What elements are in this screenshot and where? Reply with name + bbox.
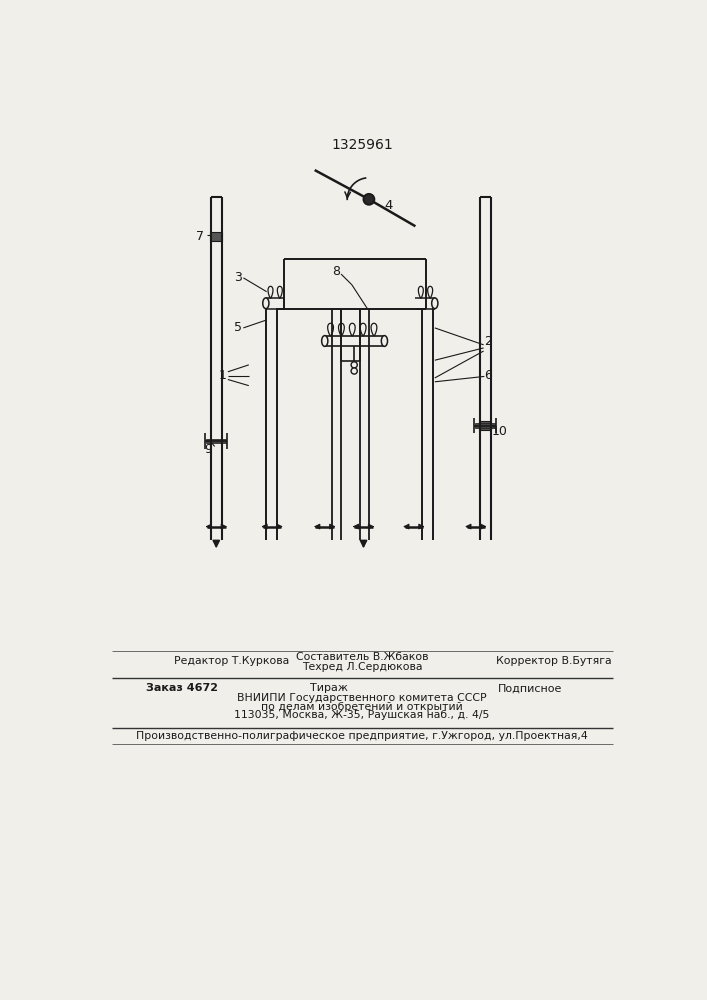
Circle shape: [363, 194, 374, 205]
Text: 5: 5: [234, 321, 242, 334]
Text: Производственно-полиграфическое предприятие, г.Ужгород, ул.Проектная,4: Производственно-полиграфическое предприя…: [136, 731, 588, 741]
Ellipse shape: [322, 336, 328, 346]
Text: Корректор В.Бутяга: Корректор В.Бутяга: [496, 656, 611, 666]
Text: 1325961: 1325961: [331, 138, 393, 152]
Text: Техред Л.Сердюкова: Техред Л.Сердюкова: [302, 662, 422, 672]
Circle shape: [351, 368, 357, 374]
Text: 8: 8: [332, 265, 340, 278]
Text: Тираж: Тираж: [310, 683, 348, 693]
Text: 6: 6: [484, 369, 492, 382]
Text: Подписное: Подписное: [498, 683, 562, 693]
Text: 4: 4: [384, 199, 392, 212]
Bar: [479, 421, 491, 430]
Text: 10: 10: [491, 425, 507, 438]
Bar: [206, 439, 226, 443]
Bar: [210, 232, 223, 241]
Text: Заказ 4672: Заказ 4672: [146, 683, 218, 693]
Text: по делам изобретений и открытий: по делам изобретений и открытий: [261, 702, 463, 712]
Ellipse shape: [263, 298, 269, 309]
Text: 9: 9: [204, 443, 212, 456]
Text: 113035, Москва, Ж-35, Раушская наб., д. 4/5: 113035, Москва, Ж-35, Раушская наб., д. …: [234, 710, 490, 720]
Text: 2: 2: [484, 335, 492, 348]
Text: 3: 3: [234, 271, 242, 284]
Text: Составитель В.Жбаков: Составитель В.Жбаков: [296, 652, 428, 662]
Text: ВНИИПИ Государственного комитета СССР: ВНИИПИ Государственного комитета СССР: [237, 693, 486, 703]
Ellipse shape: [381, 336, 387, 346]
Bar: [475, 423, 495, 428]
Text: 7: 7: [196, 230, 204, 243]
Ellipse shape: [432, 298, 438, 309]
Text: 1: 1: [218, 369, 226, 382]
Text: Редактор Т.Куркова: Редактор Т.Куркова: [174, 656, 289, 666]
Circle shape: [351, 362, 357, 368]
